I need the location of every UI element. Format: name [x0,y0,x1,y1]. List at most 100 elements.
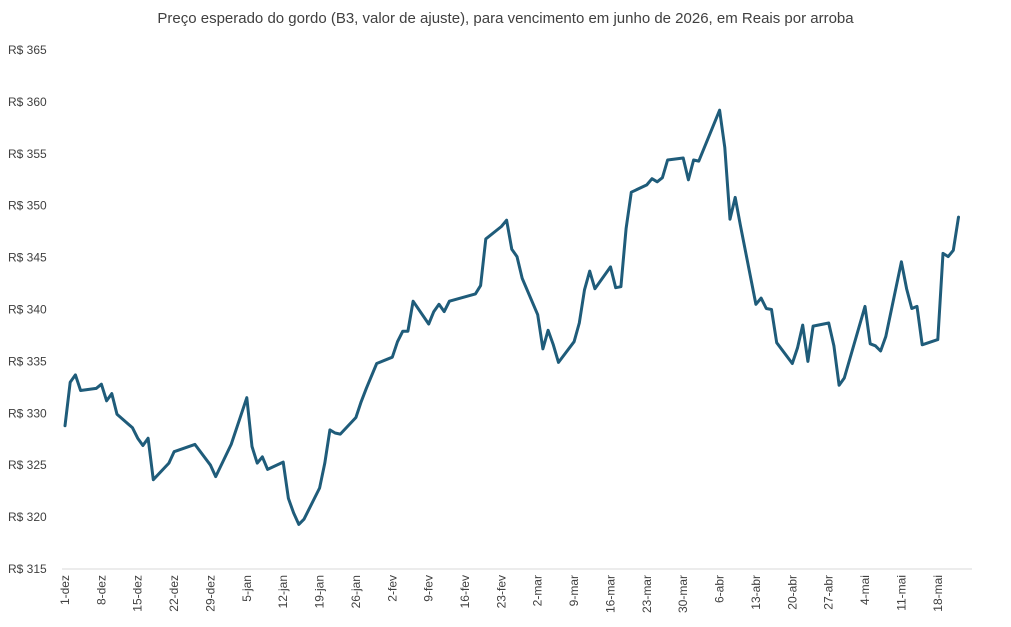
data-point [521,277,524,280]
data-point [230,443,233,446]
data-point [406,330,410,333]
x-tick-label: 6-abr [713,575,727,603]
data-point [801,323,804,327]
data-point [209,464,212,467]
data-point [193,443,197,446]
data-point [505,219,508,222]
data-point [100,383,103,386]
data-point [411,300,415,303]
data-point [245,396,248,399]
data-point [619,285,623,288]
data-point [791,362,794,365]
data-point [152,478,155,481]
data-point [167,461,171,465]
data-point [302,518,306,521]
data-point [359,400,363,404]
data-point [69,381,72,384]
data-point [396,340,399,343]
y-tick-label: R$ 335 [8,354,47,368]
data-point [936,338,939,341]
data-point [666,158,669,162]
data-point [328,428,332,432]
data-point [282,460,285,464]
x-tick-label: 20-abr [785,575,799,610]
x-tick-label: 1-dez [58,575,72,605]
data-point [630,191,633,194]
data-point [759,296,763,300]
x-tick-label: 5-jan [240,575,254,602]
data-point [510,248,513,251]
data-point [687,178,690,181]
data-point [656,180,659,183]
x-tick-label: 16-mar [603,575,617,613]
data-point [250,445,254,448]
data-point [811,324,815,328]
data-point [827,321,830,325]
x-tick-label: 11-mai [894,575,908,611]
data-point [869,342,872,345]
data-point [427,322,430,326]
x-tick-label: 23-fev [494,575,508,608]
data-point [947,255,950,258]
data-point [110,392,114,395]
data-point [479,284,482,287]
x-tick-label: 4-mai [858,575,872,605]
data-point [661,176,664,179]
x-tick-label: 30-mar [676,575,690,613]
data-point [910,307,913,310]
data-point [692,158,695,162]
y-tick-label: R$ 320 [8,510,47,524]
data-point [365,387,368,390]
data-point [287,497,290,500]
data-point [952,249,955,252]
x-tick-label: 13-abr [749,575,763,610]
data-point [536,313,539,316]
data-point [292,511,295,515]
x-tick-label: 26-jan [349,575,363,608]
data-point [775,341,778,344]
data-point [432,310,435,313]
data-point [95,387,98,390]
data-point [874,344,877,347]
data-point [682,156,685,160]
x-tick-label: 12-jan [276,575,290,608]
data-point [765,307,768,310]
data-point [624,227,628,230]
data-point [484,237,487,241]
series-line [63,108,960,526]
data-point [354,416,358,419]
y-tick-label: R$ 345 [8,251,47,265]
data-point [500,225,503,228]
x-tick-label: 15-dez [131,575,145,612]
data-point [557,361,560,364]
data-point [131,426,134,429]
chart-title: Preço esperado do gordo (B3, valor de aj… [157,10,854,27]
y-tick-label: R$ 330 [8,406,47,420]
data-point [515,255,519,258]
data-point [572,340,576,343]
x-tick-label: 2-fev [385,575,399,602]
x-tick-label: 23-mar [640,575,654,613]
data-point [443,310,446,313]
y-tick-label: R$ 365 [8,43,47,57]
data-point [323,461,326,465]
data-point [900,260,903,263]
data-point [905,287,908,290]
y-tick-label: R$ 350 [8,199,47,213]
data-point [333,431,337,435]
x-tick-label: 22-dez [167,575,181,612]
data-point [593,287,597,290]
x-tick-label: 9-fev [422,575,436,602]
data-point [588,269,591,273]
data-point [141,444,145,447]
data-point [941,252,945,255]
data-point [136,437,139,440]
data-point [796,346,799,350]
data-point [723,146,726,149]
data-point [541,347,545,351]
x-tick-label: 29-dez [203,575,217,612]
y-tick-label: R$ 360 [8,95,47,109]
data-point [74,373,77,377]
data-point [728,218,732,221]
data-point [718,109,721,112]
